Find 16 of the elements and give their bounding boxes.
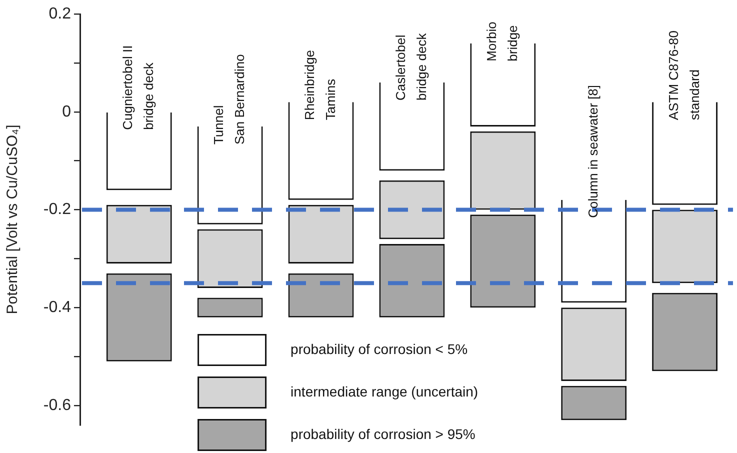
y-tick-label: -0.4: [43, 298, 72, 316]
x-tick-label: Tunnel San Bernardino: [211, 54, 248, 145]
legend-label: intermediate range (uncertain): [290, 383, 478, 400]
y-axis-title: Potential [Volt vs Cu/CuSO₄]: [4, 124, 22, 314]
y-tick-label: -0.6: [43, 396, 72, 414]
x-tick-label: Column in seawater [8]: [585, 84, 600, 218]
x-tick-label: Rheinbridge Tamins: [302, 50, 338, 120]
x-tick-label: Cugniertobel II bridge deck: [120, 45, 156, 130]
x-tick-label: Caslertobel bridge deck: [393, 32, 430, 100]
legend-label: probability of corrosion > 95%: [290, 426, 476, 442]
y-tick-label: 0: [62, 103, 72, 120]
x-tick-label: Morbio bridge: [484, 22, 520, 62]
y-tick-label: -0.2: [43, 201, 72, 218]
y-tick-label: 0.2: [48, 5, 72, 22]
legend-label: probability of corrosion < 5%: [290, 340, 468, 357]
x-tick-label: ASTM C876-80 standard: [666, 30, 702, 120]
